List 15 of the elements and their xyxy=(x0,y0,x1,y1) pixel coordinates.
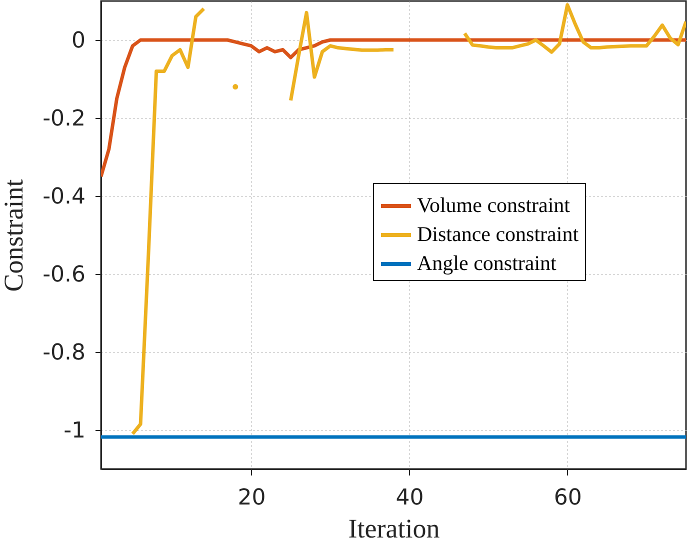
x-tick-label: 20 xyxy=(238,486,266,510)
y-tick-label: 0 xyxy=(72,28,86,54)
y-tick-label: -0.2 xyxy=(42,106,86,132)
legend-label: Distance constraint xyxy=(417,222,579,246)
y-tick-label: -0.4 xyxy=(42,184,86,210)
legend-label: Angle constraint xyxy=(417,251,557,275)
legend-label: Volume constraint xyxy=(417,193,570,217)
x-axis-title: Iteration xyxy=(348,514,440,544)
x-tick-label: 60 xyxy=(554,486,582,510)
y-tick-label: -0.6 xyxy=(42,262,86,288)
y-tick-label: -0.8 xyxy=(42,340,86,366)
line-series xyxy=(101,38,686,178)
y-axis-title: Constraint xyxy=(0,178,29,292)
y-tick-label: -1 xyxy=(64,418,86,444)
x-tick-label: 40 xyxy=(396,486,424,510)
